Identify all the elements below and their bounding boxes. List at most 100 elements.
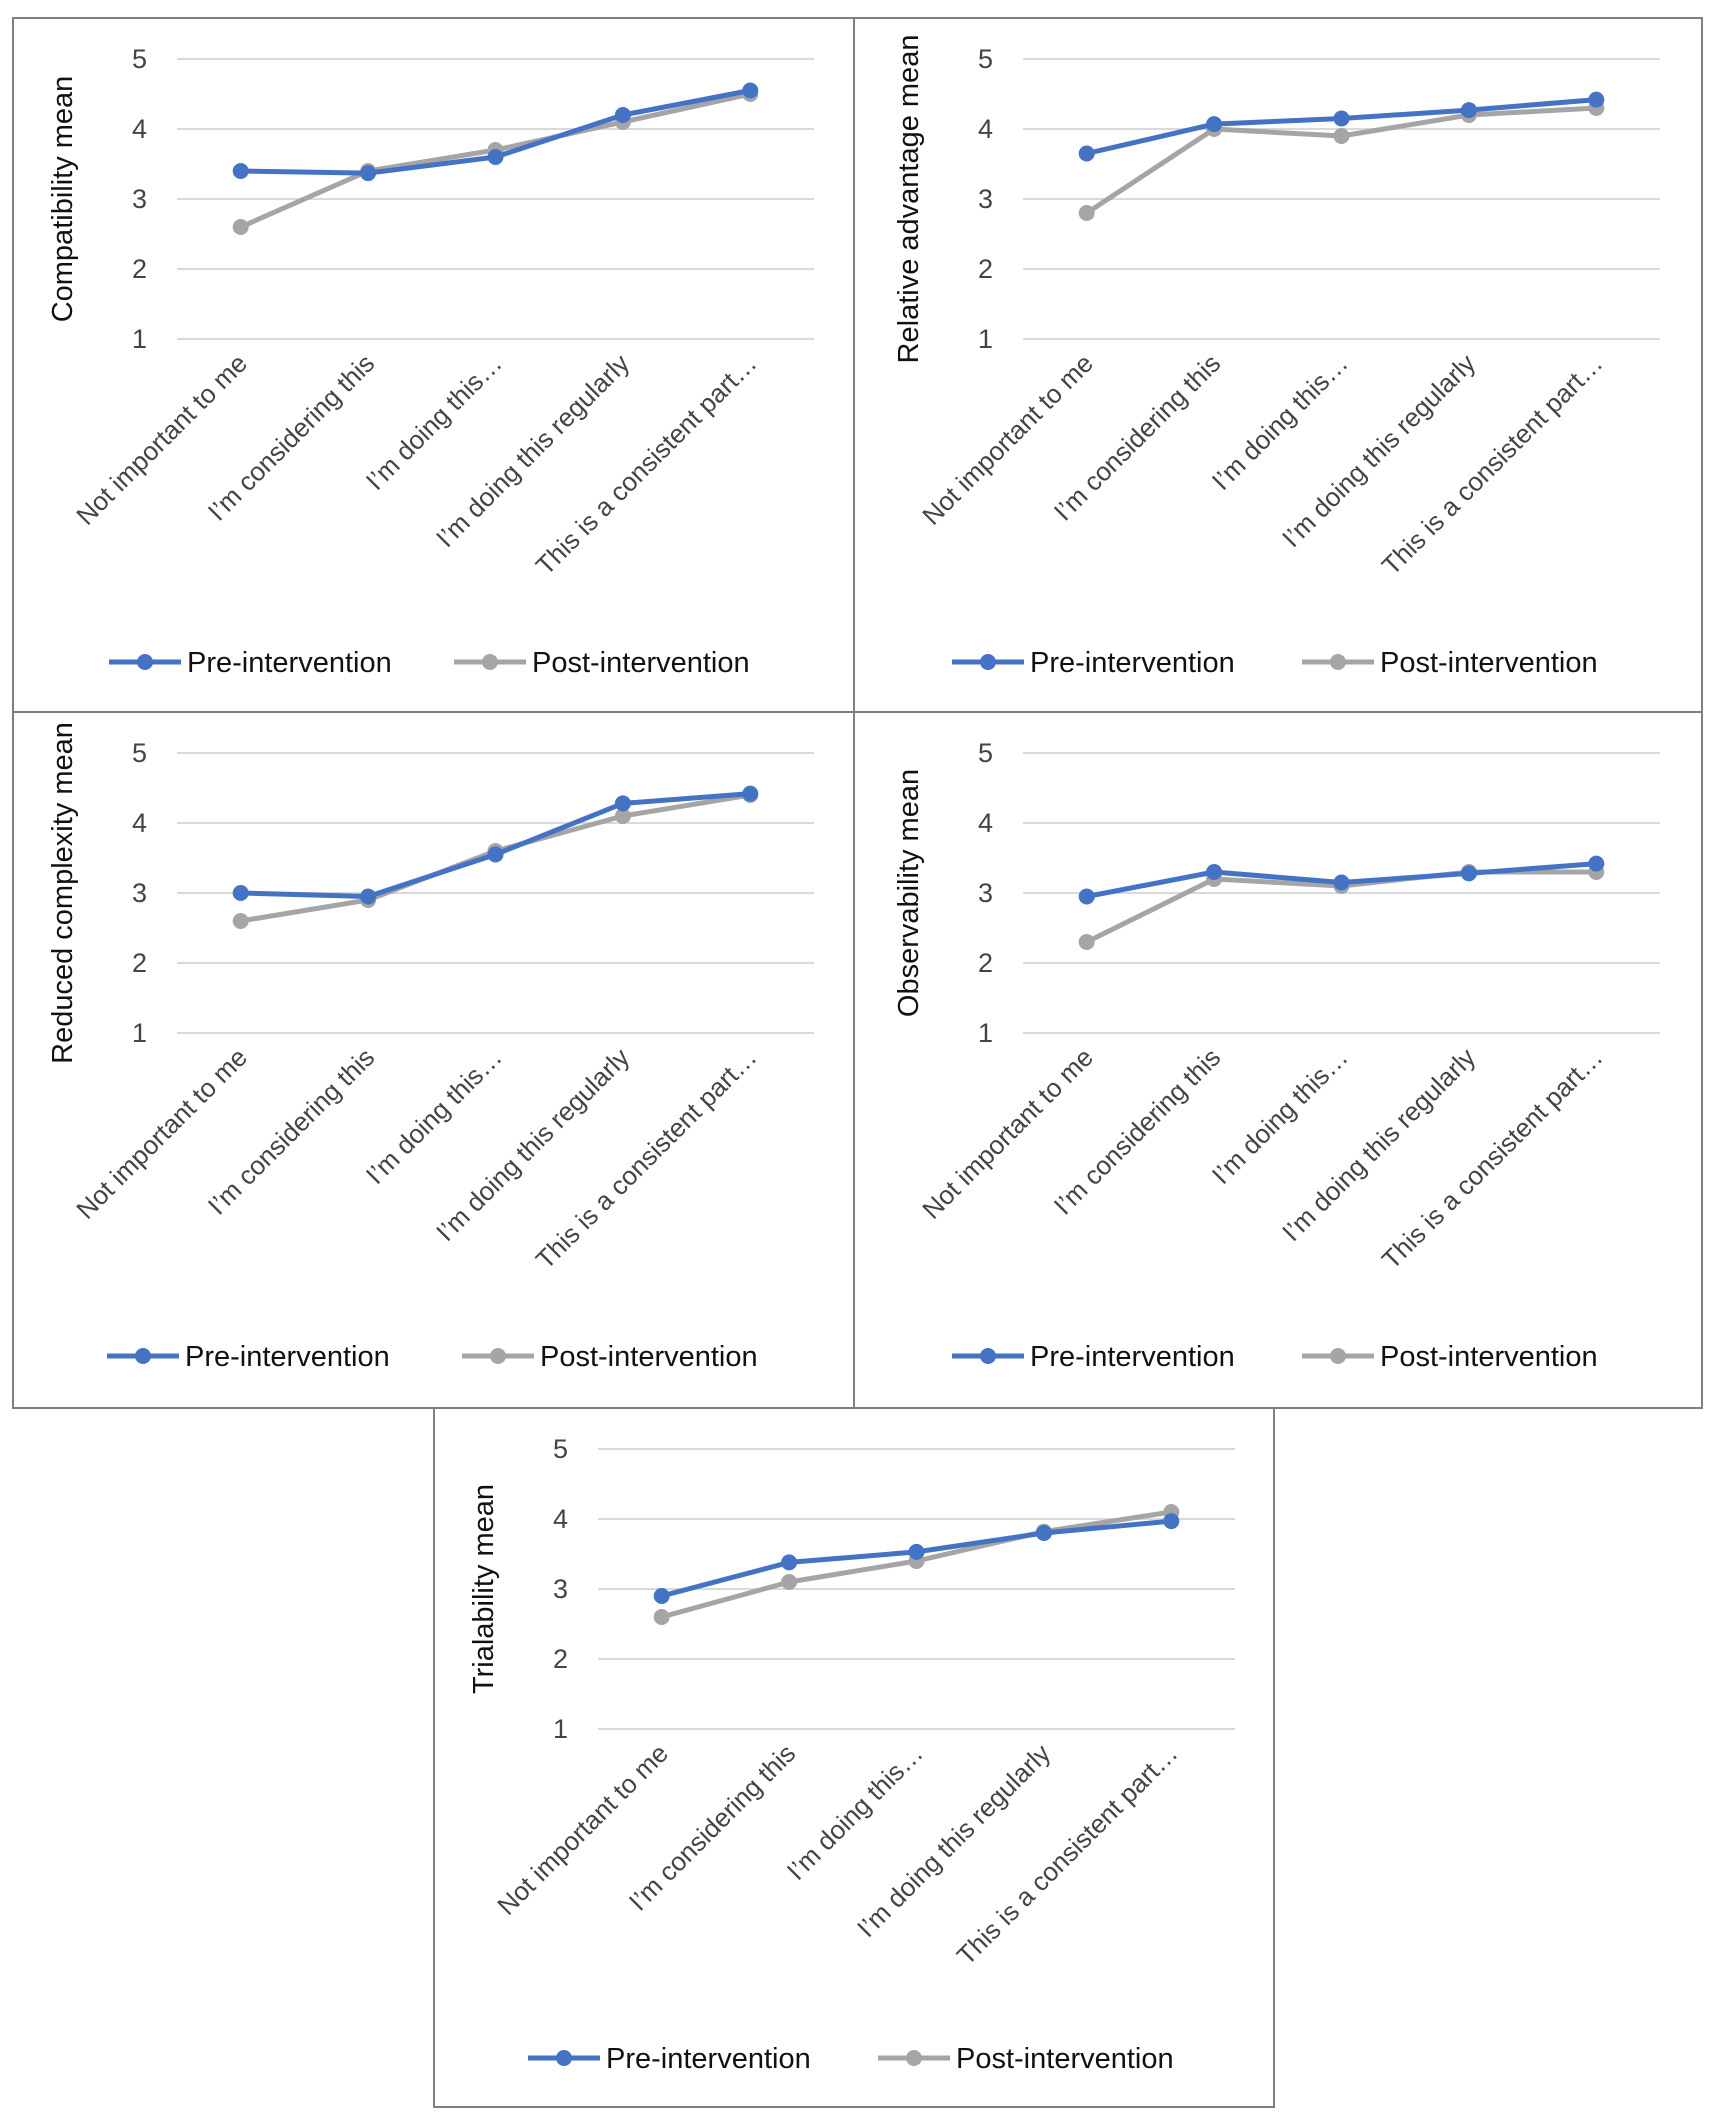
legend-label-pre: Pre-intervention xyxy=(1030,1341,1235,1373)
data-point-pre xyxy=(1206,116,1223,133)
data-point-post xyxy=(653,1609,670,1625)
y-axis-label: Trialability mean xyxy=(468,1484,500,1694)
legend-swatch-marker-pre xyxy=(137,654,153,670)
y-tick-label: 4 xyxy=(132,808,147,838)
data-point-pre xyxy=(360,165,377,182)
y-tick-label: 1 xyxy=(132,324,147,354)
x-tick-label: I’m doing this… xyxy=(1206,1042,1354,1190)
data-point-post xyxy=(614,808,631,824)
legend-swatch-marker-post xyxy=(906,2050,922,2066)
legend-label-post: Post-intervention xyxy=(956,2043,1174,2075)
y-tick-label: 2 xyxy=(553,1644,568,1674)
legend-swatch-marker-pre xyxy=(980,654,996,670)
data-point-pre xyxy=(1333,110,1350,127)
y-tick-label: 5 xyxy=(132,738,147,768)
data-point-post xyxy=(232,913,249,929)
y-tick-label: 2 xyxy=(132,948,147,978)
trialability-chart: 1 2 3 4 5 Trialability mean Not important to m… xyxy=(433,1407,1275,2108)
y-tick-label: 4 xyxy=(978,114,993,144)
x-tick-label: I’m doing this… xyxy=(360,348,508,496)
data-point-post xyxy=(1333,128,1350,144)
y-tick-label: 5 xyxy=(553,1434,568,1464)
legend-swatch-marker-pre xyxy=(135,1348,151,1364)
compatibility-chart: 1 2 3 4 5 Compatibility mean Not important to … xyxy=(12,17,855,713)
data-point-pre xyxy=(487,846,504,863)
y-tick-label: 1 xyxy=(132,1018,147,1048)
y-tick-label: 4 xyxy=(132,114,147,144)
legend-label-post: Post-intervention xyxy=(1380,1341,1598,1373)
data-point-pre xyxy=(1078,145,1095,162)
y-tick-label: 3 xyxy=(132,184,147,214)
x-tick-label: I’m doing this… xyxy=(1206,348,1354,496)
reduced-complexity-chart: 1 2 3 4 5 Reduced complexity mean Not importan… xyxy=(12,711,855,1409)
legend-label-pre: Pre-intervention xyxy=(187,647,392,679)
data-point-post xyxy=(781,1574,798,1590)
data-point-pre xyxy=(1588,855,1605,872)
legend-swatch-marker-post xyxy=(1330,654,1346,670)
data-point-pre xyxy=(781,1554,798,1571)
x-tick-label: I’m doing this… xyxy=(781,1738,929,1886)
y-tick-label: 5 xyxy=(978,738,993,768)
x-tick-label: This is a consistent part… xyxy=(1376,1042,1609,1275)
legend-label-pre: Pre-intervention xyxy=(606,2043,811,2075)
x-tick-label: This is a consistent part… xyxy=(1376,348,1609,581)
legend-label-post: Post-intervention xyxy=(1380,647,1598,679)
legend-label-pre: Pre-intervention xyxy=(1030,647,1235,679)
x-tick-label: I’m doing this… xyxy=(360,1042,508,1190)
y-tick-label: 2 xyxy=(978,254,993,284)
data-point-pre xyxy=(1333,874,1350,891)
x-tick-label: This is a consistent part… xyxy=(951,1738,1184,1971)
y-tick-label: 5 xyxy=(132,44,147,74)
data-point-pre xyxy=(1588,91,1605,108)
data-point-pre xyxy=(1163,1513,1180,1530)
y-tick-label: 3 xyxy=(132,878,147,908)
data-point-pre xyxy=(742,82,759,99)
data-point-pre xyxy=(1078,888,1095,905)
data-point-pre xyxy=(1460,865,1477,882)
y-axis-label: Relative advantage mean xyxy=(893,35,925,364)
data-point-pre xyxy=(742,785,759,802)
y-axis-label: Observability mean xyxy=(893,769,925,1017)
data-point-pre xyxy=(653,1588,670,1604)
observability-chart: 1 2 3 4 5 Observability mean Not important to … xyxy=(853,711,1703,1409)
data-point-pre xyxy=(1206,864,1223,880)
legend-swatch-marker-post xyxy=(490,1348,506,1364)
y-axis-label: Compatibility mean xyxy=(47,76,79,323)
data-point-pre xyxy=(360,888,377,905)
legend-swatch-marker-pre xyxy=(556,2050,572,2066)
relative-advantage-chart: 1 2 3 4 5 Relative advantage mean Not importan… xyxy=(853,17,1703,713)
data-point-post xyxy=(232,219,249,235)
legend-label-pre: Pre-intervention xyxy=(185,1341,390,1373)
data-point-pre xyxy=(232,885,249,901)
y-tick-label: 4 xyxy=(553,1504,568,1534)
legend-swatch-marker-post xyxy=(482,654,498,670)
data-point-pre xyxy=(1460,102,1477,119)
y-tick-label: 1 xyxy=(978,1018,993,1048)
legend-swatch-marker-post xyxy=(1330,1348,1346,1364)
legend-label-post: Post-intervention xyxy=(540,1341,758,1373)
y-tick-label: 3 xyxy=(978,878,993,908)
data-point-pre xyxy=(1035,1525,1052,1541)
y-tick-label: 3 xyxy=(553,1574,568,1604)
data-point-pre xyxy=(614,107,631,123)
x-tick-label: This is a consistent part… xyxy=(530,348,763,581)
data-point-post xyxy=(1078,934,1095,950)
legend-swatch-marker-pre xyxy=(980,1348,996,1364)
x-tick-label: This is a consistent part… xyxy=(530,1042,763,1275)
y-tick-label: 3 xyxy=(978,184,993,214)
data-point-pre xyxy=(232,163,249,179)
data-point-post xyxy=(1078,205,1095,221)
y-axis-label: Reduced complexity mean xyxy=(47,722,79,1064)
y-tick-label: 1 xyxy=(553,1714,568,1744)
y-tick-label: 1 xyxy=(978,324,993,354)
y-tick-label: 4 xyxy=(978,808,993,838)
y-tick-label: 2 xyxy=(978,948,993,978)
y-tick-label: 2 xyxy=(132,254,147,284)
data-point-pre xyxy=(614,795,631,812)
series-line-pre xyxy=(1086,97,1597,156)
